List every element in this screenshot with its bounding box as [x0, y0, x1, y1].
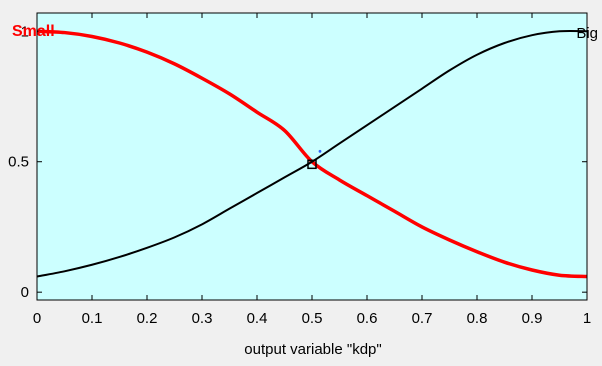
- intersection-marker: [307, 159, 317, 170]
- y-axis: 00.51: [8, 23, 587, 301]
- y-tick-label: 0: [21, 284, 29, 301]
- x-tick-label: 0.4: [247, 310, 268, 327]
- x-axis: 0 0.1 0.2 0.3 0.4 0.5 0.6 0.7 0.8 0.9 1: [33, 13, 591, 327]
- y-tick-label: 1: [21, 23, 29, 40]
- plot-area: [37, 13, 587, 300]
- y-tick-label: 0.5: [8, 154, 29, 171]
- x-tick-label: 0.6: [357, 310, 378, 327]
- x-tick-label: 0.9: [522, 310, 543, 327]
- x-tick-label: 0.7: [412, 310, 433, 327]
- cursor-dot: [318, 149, 322, 153]
- series-label-small: Small: [12, 23, 55, 40]
- x-tick-label: 0.1: [82, 310, 103, 327]
- x-tick-label: 0.3: [192, 310, 213, 327]
- series-label-big: Big: [576, 25, 598, 42]
- series-layer: [36, 29, 588, 279]
- x-tick-label: 0.5: [302, 310, 323, 327]
- series-labels: Small Big: [12, 23, 598, 42]
- x-tick-label: 0.8: [467, 310, 488, 327]
- x-tick-label: 1: [583, 310, 591, 327]
- marker-layer: [307, 149, 322, 170]
- x-axis-label: output variable "kdp": [244, 341, 381, 358]
- x-tick-label: 0.2: [137, 310, 158, 327]
- series-line-big: [36, 29, 588, 278]
- x-tick-label: 0: [33, 310, 41, 327]
